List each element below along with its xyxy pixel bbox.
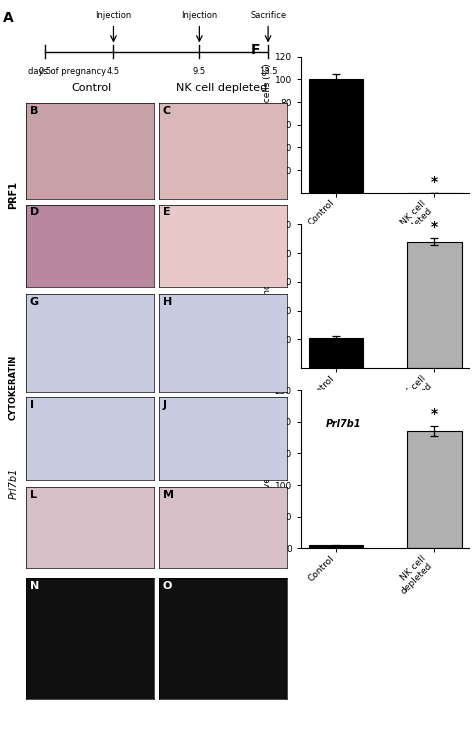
Text: *: * <box>431 220 438 234</box>
Text: Injection: Injection <box>95 12 132 21</box>
Bar <box>407 241 462 368</box>
Text: P: P <box>250 375 261 389</box>
Text: Sacrifice: Sacrifice <box>250 12 286 21</box>
Text: Prl7b1: Prl7b1 <box>326 419 362 428</box>
Text: days of pregnancy: days of pregnancy <box>27 68 106 77</box>
Bar <box>309 79 363 193</box>
Text: 9.5: 9.5 <box>193 68 206 77</box>
Text: M: M <box>163 489 173 500</box>
Text: H: H <box>163 297 172 308</box>
Text: K: K <box>250 210 261 224</box>
Text: G: G <box>30 297 39 308</box>
Y-axis label: Relative Expression: Relative Expression <box>263 425 272 514</box>
Text: E: E <box>163 207 170 217</box>
Text: NK cell depleted: NK cell depleted <box>176 83 267 93</box>
Text: C: C <box>163 106 171 116</box>
Bar <box>309 338 363 368</box>
Text: CYTOKERATIN: CYTOKERATIN <box>9 355 18 420</box>
Y-axis label: Relative no. of NK cells (%): Relative no. of NK cells (%) <box>263 63 272 186</box>
Text: N: N <box>30 581 39 592</box>
Text: B: B <box>30 106 38 116</box>
Y-axis label: Invasion Index (%): Invasion Index (%) <box>263 254 272 339</box>
Text: 13.5: 13.5 <box>259 68 277 77</box>
Text: Injection: Injection <box>181 12 218 21</box>
Text: Prl7b1: Prl7b1 <box>8 467 18 498</box>
Text: A: A <box>2 11 13 25</box>
Text: D: D <box>30 207 39 217</box>
Text: 4.5: 4.5 <box>107 68 120 77</box>
Text: PRF1: PRF1 <box>8 181 18 209</box>
Text: Control: Control <box>71 83 111 93</box>
Text: L: L <box>30 489 37 500</box>
Text: O: O <box>163 581 172 592</box>
Text: I: I <box>30 400 34 410</box>
Text: *: * <box>431 408 438 422</box>
Text: 0.5: 0.5 <box>38 68 51 77</box>
Text: *: * <box>431 174 438 188</box>
Text: J: J <box>163 400 167 410</box>
Text: F: F <box>250 43 260 57</box>
Bar <box>407 431 462 548</box>
Bar <box>309 545 363 548</box>
